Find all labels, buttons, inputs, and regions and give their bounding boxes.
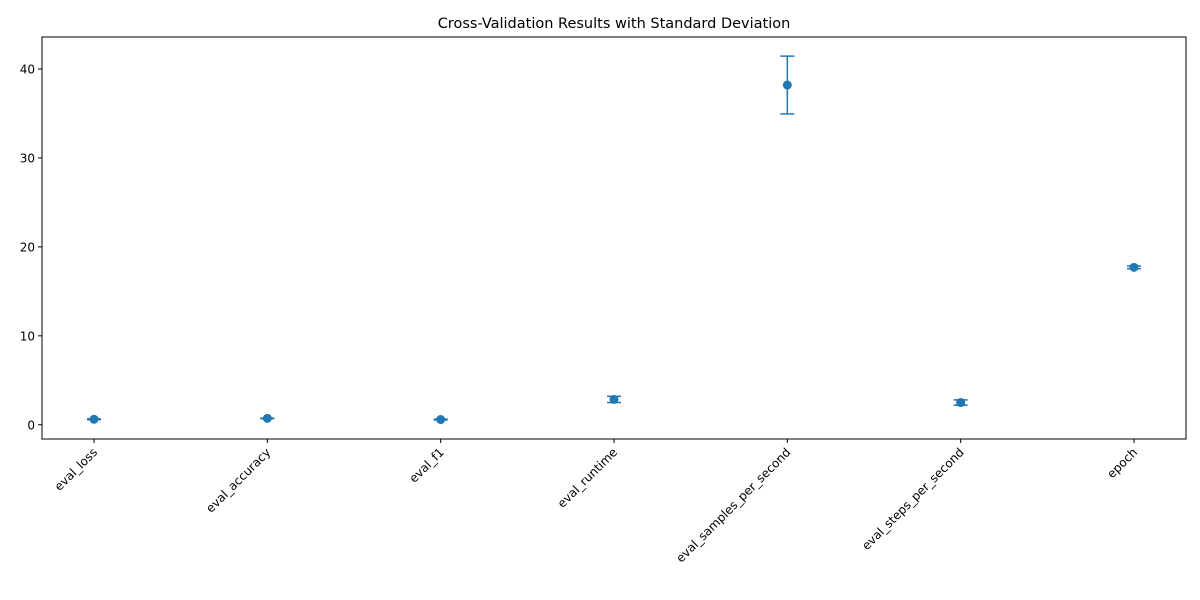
x-tick-label: eval_runtime <box>555 445 620 510</box>
chart-title: Cross-Validation Results with Standard D… <box>438 16 791 32</box>
x-tick-label: eval_f1 <box>406 445 446 485</box>
plot-area-frame <box>41 36 1187 440</box>
y-tick-label: 10 <box>20 329 35 343</box>
error-bars <box>87 55 1141 421</box>
data-point <box>609 394 619 404</box>
data-point <box>89 414 99 424</box>
y-tick-label: 30 <box>20 151 35 165</box>
x-tick-label: eval_samples_per_second <box>673 445 793 565</box>
x-tick-label: epoch <box>1104 445 1140 481</box>
data-point <box>262 413 272 423</box>
data-points <box>89 80 1139 425</box>
x-tick-label: eval_loss <box>52 445 100 493</box>
y-tick-label: 20 <box>20 240 35 254</box>
data-point <box>436 415 446 425</box>
data-point <box>956 398 966 408</box>
x-axis: eval_loss eval_accuracy eval_f1 eval_runtim… <box>52 439 1140 565</box>
y-tick-label: 40 <box>20 63 35 77</box>
data-point <box>1129 262 1139 272</box>
x-tick-label: eval_accuracy <box>203 445 273 515</box>
data-point <box>782 80 792 90</box>
x-tick-label: eval_steps_per_second <box>859 445 967 553</box>
y-tick-label: 0 <box>27 418 35 432</box>
y-axis: 0 10 20 30 40 <box>20 63 42 432</box>
